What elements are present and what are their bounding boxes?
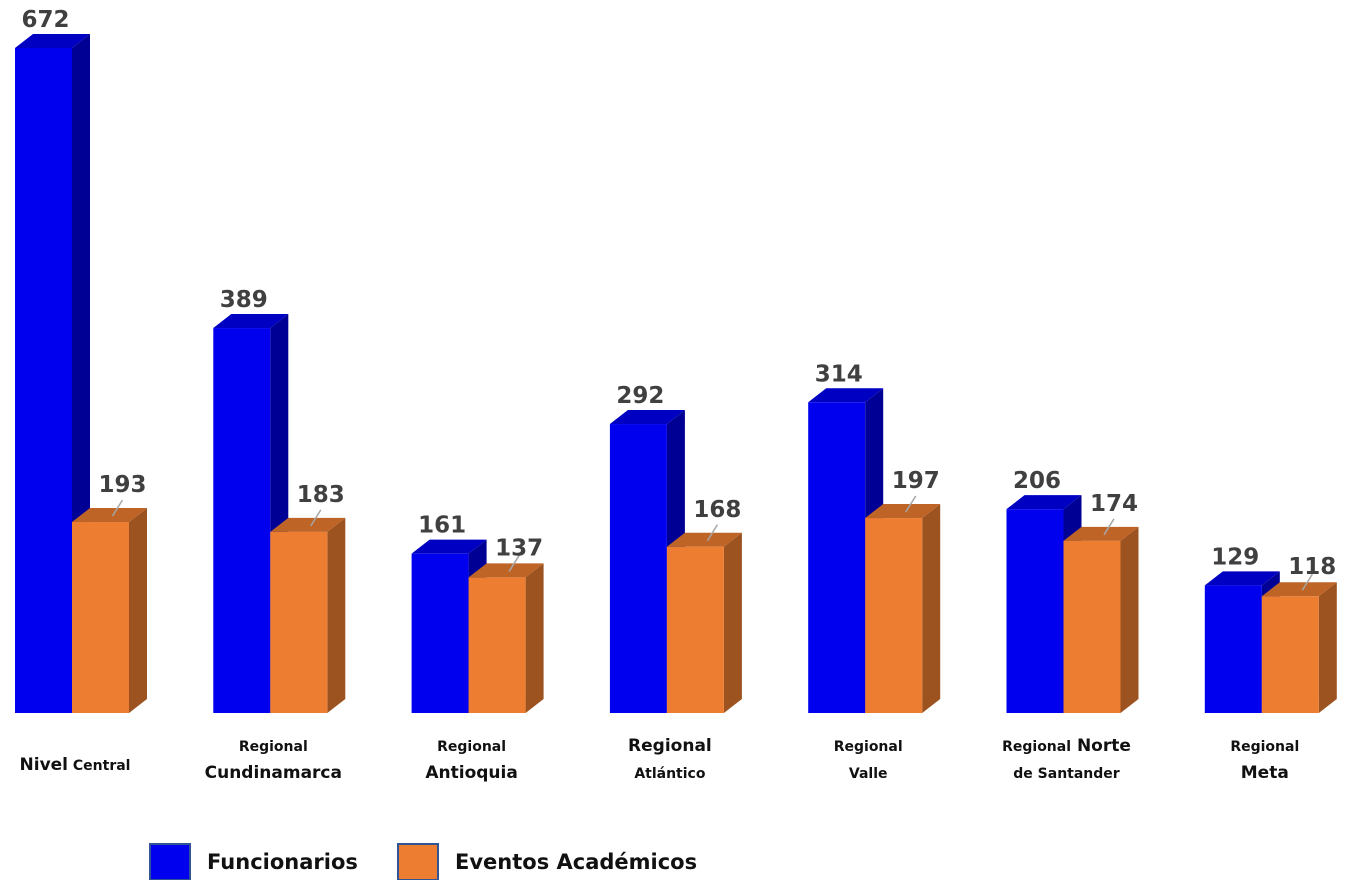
legend-label: Funcionarios <box>207 850 358 874</box>
category-label: Antioquia <box>425 763 517 783</box>
leader-line <box>706 524 719 542</box>
leader-line <box>905 495 917 513</box>
data-label: 118 <box>1288 554 1336 580</box>
category-label: Regional <box>239 739 308 755</box>
data-label: 197 <box>892 468 940 494</box>
category-label: Meta <box>1241 763 1289 783</box>
data-label: 389 <box>220 287 268 313</box>
leader-line <box>1103 518 1115 536</box>
category-label: Regional Norte <box>1002 736 1131 756</box>
legend: Funcionarios Eventos Académicos <box>149 843 697 880</box>
bar-eventos-2 <box>468 563 544 713</box>
bar-eventos-6 <box>1261 582 1337 713</box>
category-label: Regional <box>1230 739 1299 755</box>
data-label: 161 <box>418 513 466 539</box>
leader-line <box>1301 573 1313 591</box>
bar-eventos-3 <box>666 532 742 713</box>
data-label: 206 <box>1013 468 1061 494</box>
leader-line <box>310 509 322 527</box>
data-label: 137 <box>495 535 543 561</box>
data-label: 672 <box>21 7 69 33</box>
category-label: Atlántico <box>634 766 706 782</box>
bar-eventos-0 <box>72 508 147 713</box>
data-label: 168 <box>693 497 741 523</box>
leader-line <box>508 555 520 572</box>
category-labels-layer: Nivel Central Regional Cundinamarca Regiona… <box>20 736 1300 783</box>
data-label: 292 <box>616 383 664 409</box>
data-label: 193 <box>98 472 146 498</box>
data-label: 183 <box>297 482 345 508</box>
legend-item-eventos: Eventos Académicos <box>397 843 697 880</box>
category-label: Regional <box>437 739 506 755</box>
legend-swatch <box>397 843 439 880</box>
data-label: 129 <box>1211 544 1259 570</box>
bar-funcionarios-1 <box>213 314 289 713</box>
value-labels-layer: 672 193 389 183 161 137 292 168 314 197 206 174 129 1… <box>21 7 1336 591</box>
category-label: Valle <box>849 766 888 782</box>
bar-eventos-4 <box>865 504 941 713</box>
bar-eventos-5 <box>1063 526 1139 713</box>
leader-line <box>111 499 124 517</box>
category-label: de Santander <box>1013 766 1120 782</box>
category-label: Nivel Central <box>20 755 131 775</box>
bar-eventos-1 <box>270 517 346 713</box>
category-label: Regional <box>834 739 903 755</box>
legend-label: Eventos Académicos <box>455 850 697 874</box>
legend-item-funcionarios: Funcionarios <box>149 843 358 880</box>
category-label: Cundinamarca <box>205 763 342 783</box>
data-label: 174 <box>1090 491 1138 517</box>
data-label: 314 <box>815 361 863 387</box>
category-label: Regional <box>628 736 712 756</box>
legend-swatch <box>149 843 191 880</box>
bars-layer <box>15 34 1337 713</box>
